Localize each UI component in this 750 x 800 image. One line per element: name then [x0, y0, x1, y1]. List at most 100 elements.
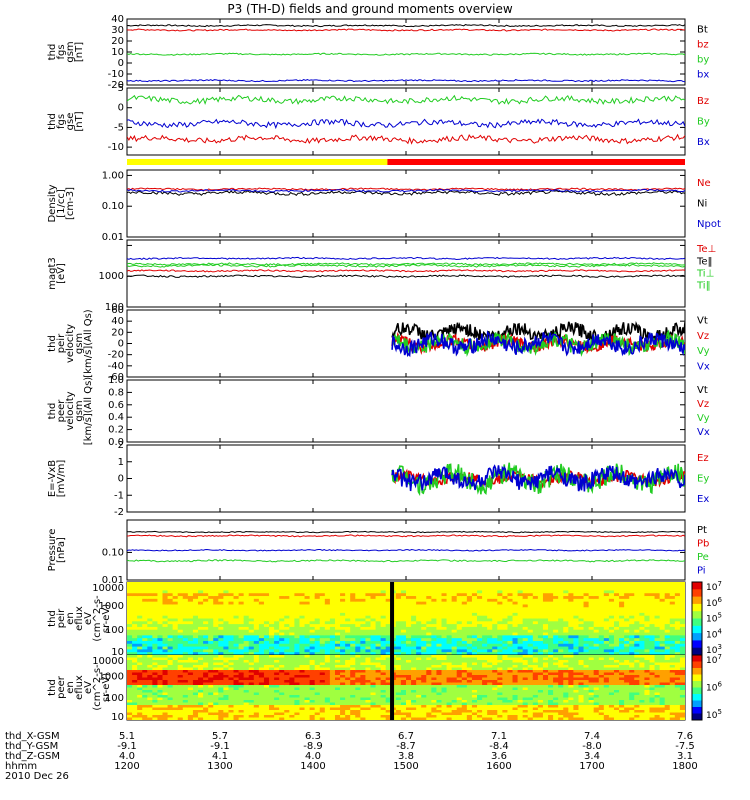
spectrogram-cell	[482, 618, 488, 622]
spectrogram-cell	[613, 626, 620, 631]
spectrogram-cell	[365, 660, 371, 663]
spectrogram-cell	[416, 618, 422, 622]
spectrogram-cell	[314, 629, 321, 634]
spectrogram-cell	[213, 629, 219, 634]
spectrogram-cell	[370, 593, 377, 597]
spectrogram-cell	[507, 612, 514, 617]
spectrogram-cell	[355, 705, 361, 708]
spectrogram-cell	[345, 697, 351, 701]
spectrogram-cell	[598, 635, 605, 639]
spectrogram-cell	[431, 717, 437, 720]
spectrogram-cell	[132, 652, 138, 655]
spectrogram-cell	[634, 601, 640, 605]
ylabel-pressure-0: Pressure	[47, 529, 58, 572]
spectrogram-cell	[553, 649, 559, 653]
spectrogram-cell	[142, 618, 148, 622]
spectrogram-cell	[588, 649, 595, 653]
spectrogram-cell	[360, 680, 366, 683]
spectrogram-cell	[274, 712, 280, 716]
spectrogram-cell	[213, 710, 219, 713]
spectrogram-cell	[497, 638, 503, 642]
spectrogram-cell	[269, 657, 275, 661]
spectrogram-cell	[309, 604, 316, 608]
spectrogram-cell	[243, 702, 250, 706]
spectrogram-cell	[654, 607, 661, 611]
spectrogram-cell	[218, 710, 224, 713]
spectrogram-cell	[284, 584, 290, 589]
spectrogram-cell	[400, 655, 407, 658]
spectrogram-cell	[466, 682, 473, 686]
spectrogram-cell	[411, 660, 417, 663]
spectrogram-cell	[436, 635, 443, 639]
ylabel-peer-velocity-0: thd	[47, 403, 58, 420]
spectrogram-cell	[644, 584, 650, 589]
spectrogram-cell	[142, 655, 148, 658]
spectrogram-cell	[365, 629, 371, 634]
spectrogram-peer-spec	[127, 655, 685, 720]
spectrogram-cell	[228, 629, 235, 634]
spectrogram-cell	[568, 598, 574, 603]
spectrogram-cell	[137, 598, 143, 603]
series-red-line	[127, 28, 685, 32]
spectrogram-cell	[522, 629, 529, 634]
spectrogram-cell	[446, 596, 453, 600]
spectrogram-cell	[309, 624, 316, 628]
spectrogram-cell	[659, 596, 666, 600]
spectrogram-cell	[355, 675, 361, 678]
spectrogram-cell	[233, 618, 240, 622]
spectrogram-cell	[238, 646, 245, 650]
spectrogram-cell	[659, 598, 666, 603]
spectrogram-cell	[182, 662, 189, 666]
spectrogram-cell	[517, 610, 524, 614]
spectrogram-cell	[522, 590, 529, 594]
ylabel-peir-spec-3: eflux	[74, 606, 85, 631]
spectrogram-cell	[456, 665, 463, 668]
spectrogram-cell	[482, 640, 488, 645]
spectrogram-cell	[233, 601, 240, 605]
spectrogram-cell	[263, 682, 270, 686]
spectrogram-cell	[253, 687, 260, 691]
spectrogram-cell	[269, 717, 275, 720]
spectrogram-cell	[548, 582, 554, 586]
spectrogram-cell	[233, 702, 240, 706]
spectrogram-cell	[274, 687, 280, 691]
spectrogram-peir-spec	[127, 582, 685, 655]
spectrogram-cell	[167, 596, 174, 600]
spectrogram-cell	[147, 652, 153, 655]
spectrogram-cell	[177, 705, 184, 708]
spectrogram-cell	[426, 662, 432, 666]
spectrogram-cell	[198, 590, 204, 594]
ylabel-fgs-gsm-3: [nT]	[74, 42, 85, 62]
spectrogram-cell	[243, 587, 250, 591]
spectrogram-cell	[218, 587, 224, 591]
spectrogram-cell	[299, 662, 306, 666]
spectrogram-cell	[634, 612, 640, 617]
spectrogram-cell	[446, 629, 453, 634]
spectrogram-cell	[253, 667, 260, 671]
series-red-line	[127, 269, 685, 273]
spectrogram-cell	[223, 607, 229, 611]
spectrogram-cell	[314, 662, 321, 666]
ytick-label: -2	[114, 507, 124, 518]
spectrogram-cell	[187, 682, 194, 686]
spectrogram-cell	[355, 672, 361, 676]
spectrogram-cell	[355, 677, 361, 681]
spectrogram-cell	[238, 697, 245, 701]
spectrogram-cell	[263, 584, 270, 589]
spectrogram-cell	[629, 640, 635, 645]
spectrogram-cell	[258, 695, 265, 698]
spectrogram-cell	[253, 672, 260, 676]
spectrogram-cell	[198, 582, 204, 586]
spectrogram-cell	[426, 640, 432, 645]
spectrogram-cell	[674, 590, 681, 594]
spectrogram-cell	[649, 621, 656, 625]
spectrogram-cell	[522, 638, 529, 642]
spectrogram-cell	[142, 629, 148, 634]
spectrogram-cell	[406, 712, 412, 716]
spectrogram-cell	[411, 667, 417, 671]
spectrogram-cell	[172, 638, 179, 642]
spectrogram-cell	[649, 593, 656, 597]
spectrogram-cell	[406, 646, 412, 650]
spectrogram-cell	[223, 635, 229, 639]
spectrogram-cell	[345, 610, 351, 614]
